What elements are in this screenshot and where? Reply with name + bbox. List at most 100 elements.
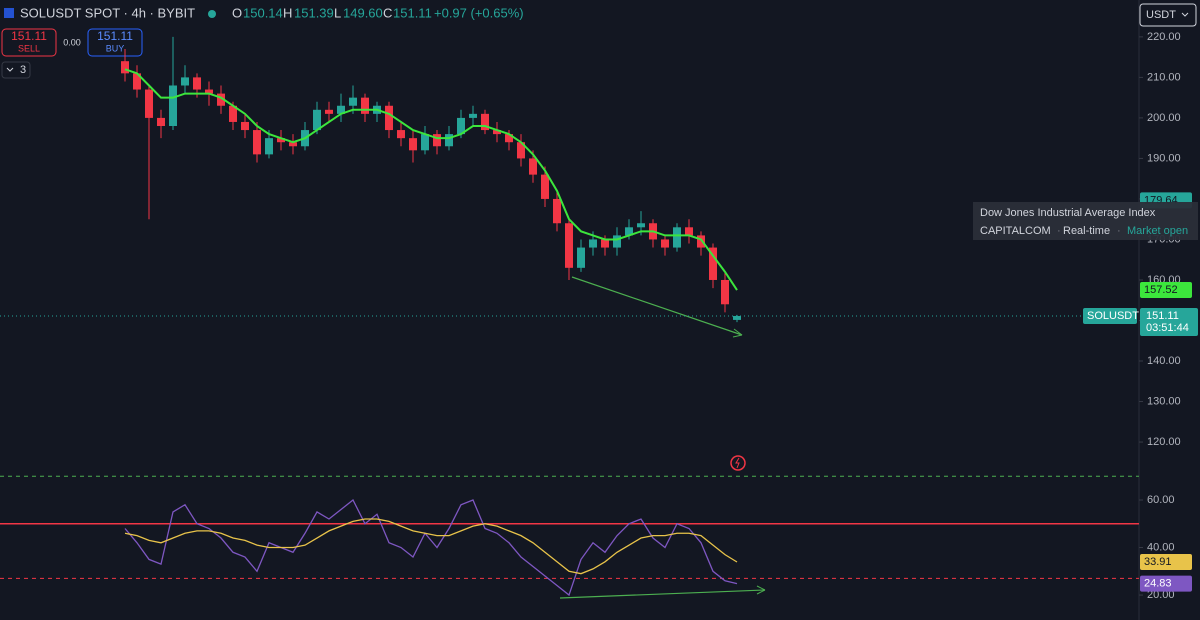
candle-body [661, 239, 669, 248]
candle-body [601, 239, 609, 248]
high: 151.39 [294, 5, 334, 20]
ma-price-bg [1140, 282, 1192, 299]
y-tick-label: 40.00 [1147, 541, 1175, 553]
countdown: 03:51:44 [1146, 322, 1189, 334]
candle-body [505, 134, 513, 143]
candle-body [481, 113, 489, 131]
buy-label: BUY [106, 43, 125, 53]
rsi-value-bg [1140, 553, 1192, 570]
sell-label: SELL [18, 43, 40, 53]
candle-body [589, 239, 597, 248]
currency-button[interactable] [1139, 3, 1197, 27]
candle-body [193, 77, 201, 90]
candle-body [229, 105, 237, 122]
candle-body [205, 89, 213, 94]
event-bolt [735, 457, 740, 469]
last-price-bg [1140, 307, 1198, 336]
tooltip-status: Market open [1127, 225, 1188, 237]
candle-body [685, 227, 693, 236]
close: 151.11 [393, 5, 432, 20]
rsi-line [124, 498, 738, 597]
event-icon[interactable] [730, 455, 746, 471]
rsi-value: 24.83 [1144, 577, 1172, 589]
candle-body [493, 130, 501, 135]
tooltip-feed: Real-time [1063, 225, 1110, 237]
arrow-head [732, 328, 743, 338]
candle-body [181, 77, 189, 86]
l-label: L [334, 5, 341, 20]
sell-button[interactable] [1, 28, 57, 57]
candle-body [457, 117, 465, 135]
sell-price: 151.11 [11, 29, 47, 43]
c-label: C [383, 5, 392, 20]
indicator-toggle[interactable] [1, 61, 31, 79]
candle-body [385, 105, 393, 131]
h-label: H [283, 5, 292, 20]
open: 150.14 [243, 5, 283, 20]
y-tick-label: 60.00 [1147, 494, 1175, 506]
candle-body [325, 109, 333, 114]
candle-body [121, 61, 129, 74]
candle-body [313, 109, 321, 131]
low: 149.60 [343, 5, 383, 20]
separator: · [1057, 225, 1061, 237]
candle-body [445, 134, 453, 147]
candle-body [169, 85, 177, 127]
status-dot [208, 10, 216, 18]
candle-body [397, 130, 405, 139]
y-tick-label: 220.00 [1147, 31, 1181, 43]
candle-body [541, 174, 549, 199]
candle-body [241, 121, 249, 131]
o-label: O [232, 5, 242, 20]
candle-body [409, 138, 417, 151]
candle-body [145, 89, 153, 118]
ma-price: 157.52 [1144, 284, 1178, 296]
candle-body [133, 73, 141, 90]
buy-price: 151.11 [97, 29, 133, 43]
tooltip-source: CAPITALCOM [980, 225, 1051, 237]
candle-body [613, 235, 621, 248]
candle-body [349, 97, 357, 106]
candle-body [529, 158, 537, 175]
last-price: 151.11 [1146, 310, 1179, 322]
y-tick-label: 190.00 [1147, 152, 1181, 164]
symbol-icon[interactable] [4, 8, 14, 18]
candle-body [157, 117, 165, 127]
symbol[interactable]: SOLUSDT SPOT · 4h · BYBIT [20, 5, 195, 20]
moving-average [124, 68, 738, 291]
y-tick-label: 210.00 [1147, 71, 1181, 83]
trend-line[interactable] [571, 276, 743, 336]
candle-body [709, 247, 717, 280]
spread: 0.00 [63, 37, 81, 47]
y-tick-label: 120.00 [1147, 436, 1181, 448]
candle-body [253, 130, 261, 155]
y-tick-label: 200.00 [1147, 112, 1181, 124]
candle-body [625, 227, 633, 236]
candle-body [337, 105, 345, 114]
candle-body [637, 223, 645, 228]
candle-body [721, 279, 729, 305]
candle-body [421, 134, 429, 151]
buy-button[interactable] [87, 28, 143, 57]
candle-body [289, 142, 297, 147]
rsi-value-bg [1140, 575, 1192, 592]
candle-body [277, 138, 285, 143]
separator: · [1117, 225, 1121, 237]
candle-body [553, 198, 561, 224]
tooltip-title: Dow Jones Industrial Average Index [980, 207, 1156, 219]
candle-body [673, 227, 681, 248]
change: +0.97 (+0.65%) [434, 5, 524, 20]
candle-body [565, 223, 573, 268]
candle-body [577, 247, 585, 268]
indicator-count: 3 [20, 64, 26, 76]
trend-line[interactable] [559, 589, 766, 599]
currency: USDT [1146, 9, 1176, 21]
rsi-line [124, 518, 738, 575]
candle-body [517, 142, 525, 159]
y-tick-label: 20.00 [1147, 589, 1175, 601]
symbol-tag-bg [1083, 307, 1137, 324]
candle-body [433, 134, 441, 147]
